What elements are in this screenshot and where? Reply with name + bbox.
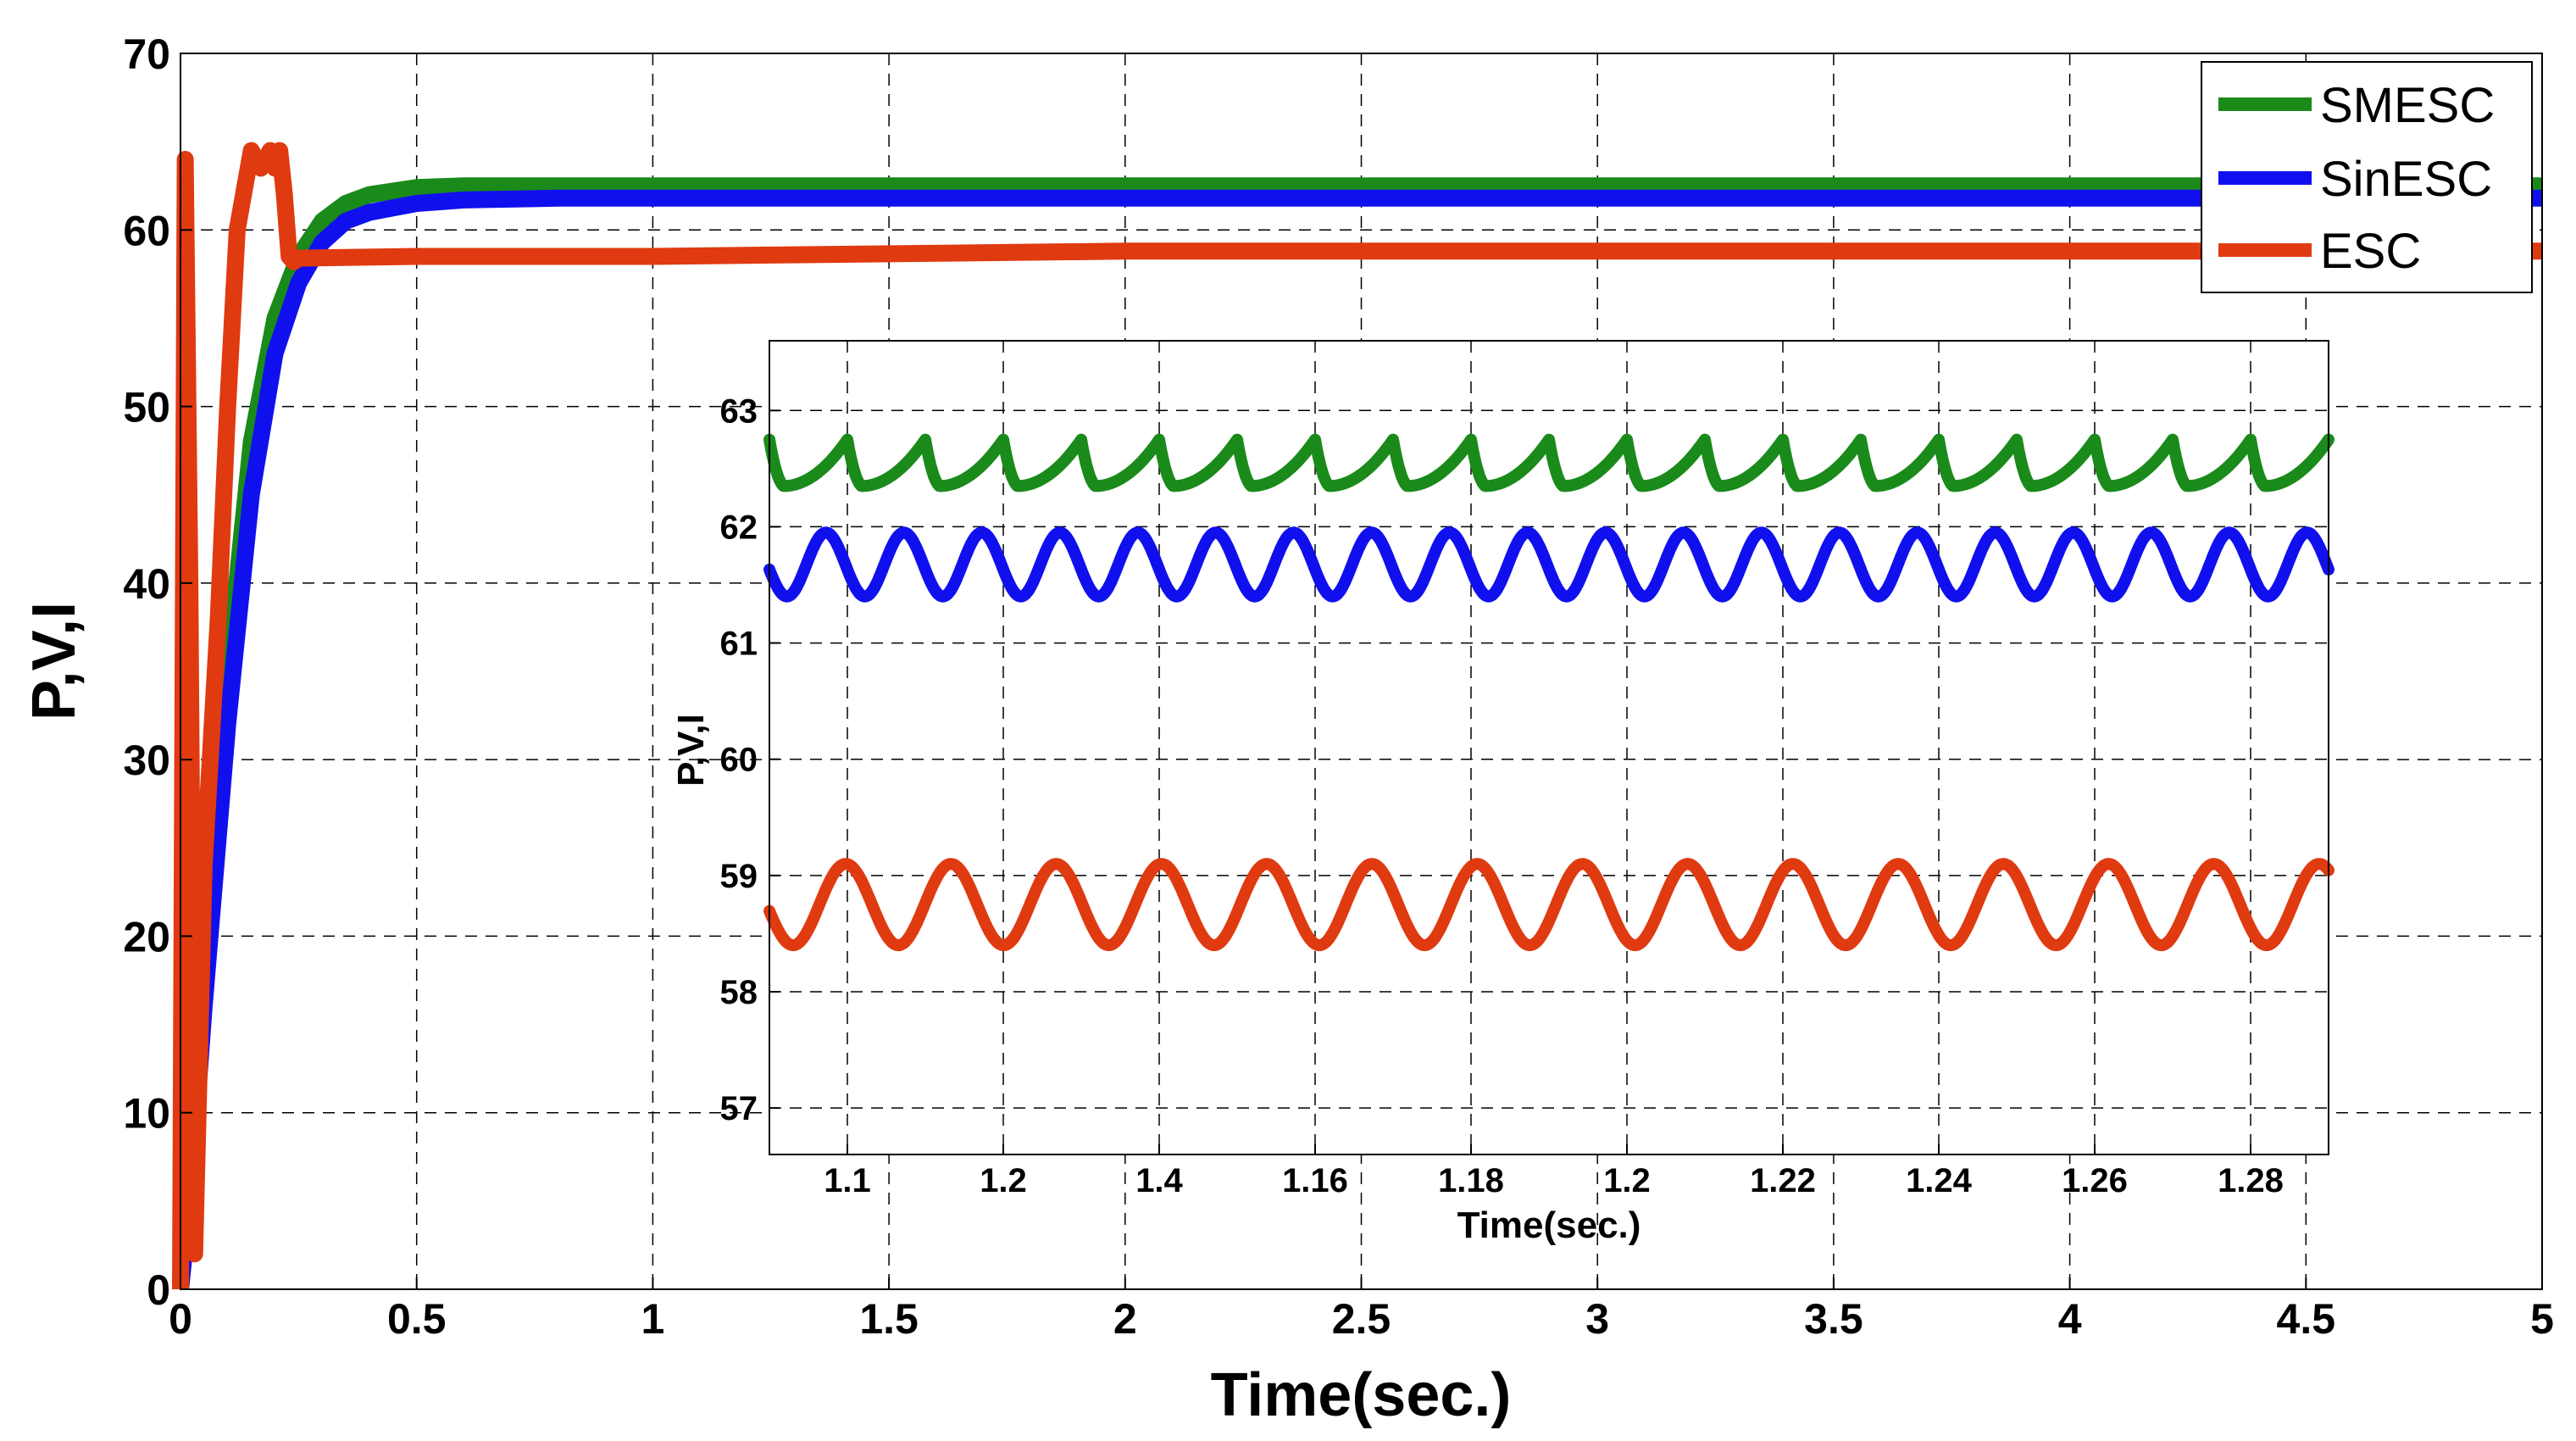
main-x-tick-label: 3 <box>1585 1295 1609 1343</box>
legend-label-smesc: SMESC <box>2320 78 2495 133</box>
inset-y-tick-label: 62 <box>720 509 758 546</box>
inset-y-tick-label: 61 <box>720 626 758 663</box>
main-x-tick-label: 3.5 <box>1804 1295 1863 1343</box>
inset-series-group <box>763 433 2334 952</box>
inset-x-tick-label: 1.1 <box>824 1162 871 1199</box>
inset-ticks: 1.1 1.2 1.4 1.16 1.18 1.2 1.22 1.24 1.26 1.28 57 58… <box>720 392 2284 1199</box>
main-x-tick-label: 0 <box>169 1295 192 1343</box>
main-y-tick-label: 0 <box>147 1266 170 1314</box>
main-x-tick-label: 1 <box>641 1295 664 1343</box>
inset-y-axis-label: P,V,I <box>670 714 712 787</box>
inset-y-tick-label: 58 <box>720 974 758 1011</box>
main-x-tick-label: 0.5 <box>387 1295 447 1343</box>
inset-series-sinesc <box>763 526 2334 603</box>
main-y-axis-label: P,V,I <box>20 602 88 720</box>
main-series-esc <box>172 142 2542 1290</box>
main-y-tick-label: 10 <box>123 1090 170 1138</box>
inset-x-tick-label: 1.16 <box>1282 1162 1348 1199</box>
legend: SMESC SinESC ESC <box>2201 61 2533 293</box>
main-x-tick-label: 2.5 <box>1332 1295 1391 1343</box>
inset-axes-frame <box>769 340 2329 1155</box>
legend-label-esc: ESC <box>2320 224 2421 279</box>
inset-x-tick-label: 1.2 <box>1603 1162 1651 1199</box>
main-series-group <box>172 142 2542 1291</box>
main-y-tick-label: 60 <box>123 207 170 254</box>
main-y-tick-label: 30 <box>123 737 170 784</box>
legend-label-sinesc: SinESC <box>2320 152 2492 207</box>
inset-x-tick-label: 1.2 <box>980 1162 1027 1199</box>
inset-series-smesc <box>763 433 2334 492</box>
inset-x-tick-label: 1.22 <box>1750 1162 1816 1199</box>
inset-x-tick-label: 1.28 <box>2218 1162 2284 1199</box>
main-series-sinesc <box>172 189 2542 1291</box>
inset-grid <box>769 341 2329 1154</box>
inset-y-tick-label: 57 <box>720 1090 758 1127</box>
main-x-tick-label: 4 <box>2058 1295 2082 1343</box>
main-x-axis-label: Time(sec.) <box>1211 1361 1512 1429</box>
inset-x-tick-label: 1.4 <box>1135 1162 1183 1199</box>
main-y-tick-label: 20 <box>123 913 170 960</box>
main-y-tick-label: 50 <box>123 384 170 431</box>
inset-chart: 1.1 1.2 1.4 1.16 1.18 1.2 1.22 1.24 1.26 1.28 57 58… <box>670 340 2334 1246</box>
main-x-tick-label: 4.5 <box>2277 1295 2336 1343</box>
inset-x-tick-label: 1.24 <box>1906 1162 1973 1199</box>
inset-y-tick-label: 59 <box>720 858 758 895</box>
main-x-tick-label: 1.5 <box>859 1295 919 1343</box>
main-y-tick-label: 70 <box>123 31 170 78</box>
main-x-tick-label: 2 <box>1113 1295 1137 1343</box>
main-x-tick-label: 5 <box>2530 1295 2554 1343</box>
main-y-tick-label: 40 <box>123 560 170 608</box>
inset-series-esc <box>763 858 2334 952</box>
inset-y-tick-label: 63 <box>720 392 758 430</box>
inset-x-axis-label: Time(sec.) <box>1457 1205 1641 1246</box>
inset-x-tick-label: 1.26 <box>2062 1162 2128 1199</box>
inset-x-tick-label: 1.18 <box>1438 1162 1504 1199</box>
inset-y-tick-label: 60 <box>720 742 758 779</box>
